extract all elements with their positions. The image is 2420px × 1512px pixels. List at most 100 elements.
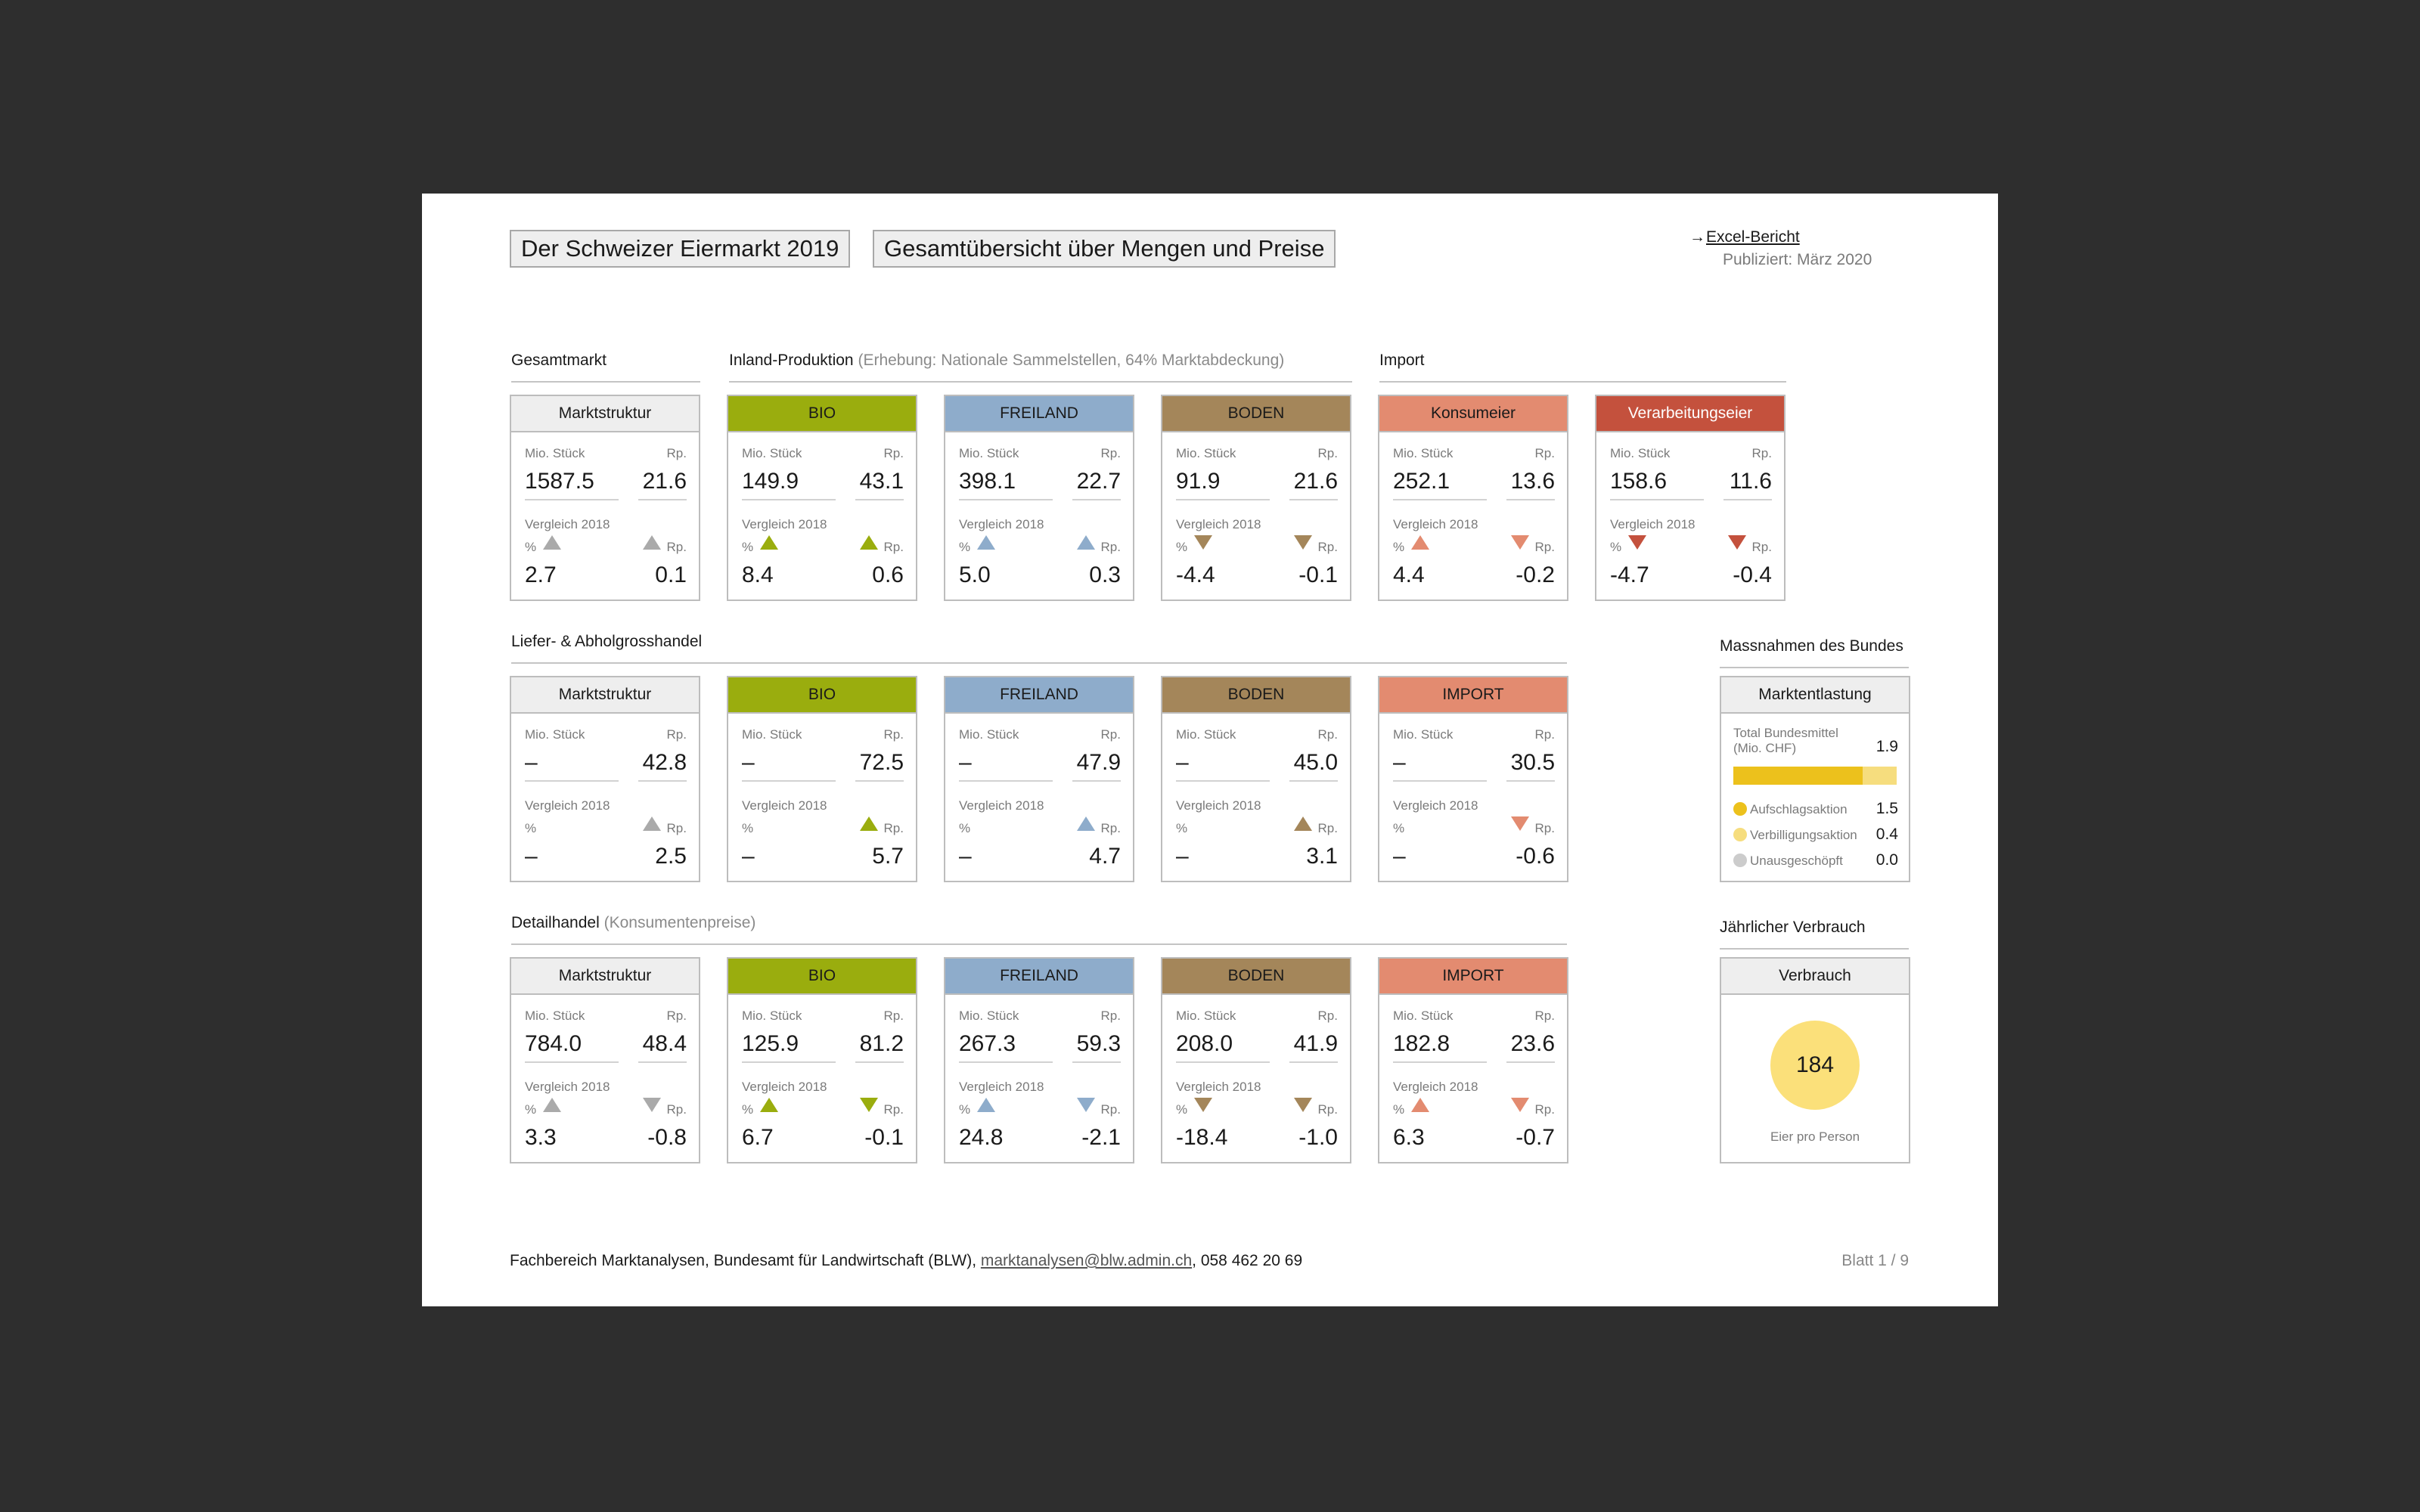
quantity-change-value: – bbox=[1393, 844, 1406, 869]
published-date: Publiziert: März 2020 bbox=[1723, 251, 1872, 268]
card-header: Marktstruktur bbox=[511, 677, 699, 714]
value-underline bbox=[1506, 780, 1555, 782]
market-card-freiland: FREILAND Mio. Stück Rp. – 47.9 Vergleich 2018… bbox=[944, 676, 1134, 882]
market-card-boden: BODEN Mio. Stück Rp. – 45.0 Vergleich 2018% Rp… bbox=[1161, 676, 1351, 882]
qty-unit-label: Mio. Stück bbox=[525, 727, 585, 742]
trend-up-icon bbox=[543, 535, 561, 550]
trend-up-icon bbox=[1077, 816, 1095, 831]
value-underline bbox=[525, 499, 619, 500]
comparison-label: Vergleich 2018 bbox=[959, 1080, 1044, 1094]
price-value: 42.8 bbox=[642, 750, 687, 775]
market-card-import: IMPORT Mio. Stück Rp. – 30.5 Vergleich 2018% R… bbox=[1378, 676, 1568, 882]
value-underline bbox=[959, 780, 1053, 782]
quantity-change-value: -4.7 bbox=[1610, 562, 1649, 587]
section-title: Liefer- & Abholgrosshandel bbox=[511, 633, 703, 650]
price-unit-label: Rp. bbox=[883, 1009, 904, 1023]
card-header: FREILAND bbox=[945, 677, 1133, 714]
excel-report-link[interactable]: → Excel-Bericht bbox=[1689, 228, 1800, 246]
qty-unit-label: Mio. Stück bbox=[1176, 1009, 1236, 1023]
arrow-right-icon: → bbox=[1689, 228, 1705, 246]
value-underline bbox=[1072, 780, 1121, 782]
card-header: Konsumeier bbox=[1379, 396, 1567, 432]
value-underline bbox=[855, 499, 904, 500]
comparison-label: Vergleich 2018 bbox=[1176, 1080, 1261, 1094]
card-header: Verarbeitungseier bbox=[1596, 396, 1784, 432]
qty-unit-label: Mio. Stück bbox=[1393, 727, 1454, 742]
price-change-value: 2.5 bbox=[655, 844, 687, 869]
percent-label: % bbox=[959, 1102, 971, 1117]
value-underline bbox=[1289, 780, 1338, 782]
value-underline bbox=[1610, 499, 1704, 500]
verbrauch-card: Verbrauch 184 Eier pro Person bbox=[1720, 957, 1910, 1163]
trend-down-icon bbox=[1728, 535, 1746, 550]
percent-label: % bbox=[525, 821, 537, 835]
legend-dot bbox=[1733, 802, 1747, 816]
price-unit-label: Rp. bbox=[1751, 446, 1772, 460]
comparison-label: Vergleich 2018 bbox=[1176, 517, 1261, 531]
quantity-change-value: -4.4 bbox=[1176, 562, 1215, 587]
legend-value: 0.0 bbox=[1876, 851, 1898, 869]
percent-label: % bbox=[1393, 540, 1405, 554]
quantity-change-value: 8.4 bbox=[742, 562, 774, 587]
quantity-value: 149.9 bbox=[742, 469, 799, 494]
section-header-jaehrlicher-verbrauch: Jährlicher Verbrauch bbox=[1720, 916, 1909, 950]
quantity-value: 91.9 bbox=[1176, 469, 1221, 494]
price-change-value: -0.4 bbox=[1733, 562, 1772, 587]
quantity-change-value: 5.0 bbox=[959, 562, 991, 587]
market-card-marktstruktur: Marktstruktur Mio. Stück Rp. 1587.5 21.6 Verg… bbox=[510, 395, 700, 601]
value-underline bbox=[1176, 499, 1270, 500]
total-value: 1.9 bbox=[1876, 738, 1898, 755]
quantity-value: 1587.5 bbox=[525, 469, 594, 494]
market-card-bio: BIO Mio. Stück Rp. 125.9 81.2 Vergleich 2018%… bbox=[727, 957, 917, 1163]
price-unit-label: Rp. bbox=[1100, 446, 1121, 460]
qty-unit-label: Mio. Stück bbox=[525, 446, 585, 460]
price-change-unit-label: Rp. bbox=[1534, 540, 1555, 554]
percent-label: % bbox=[959, 821, 971, 835]
market-card-boden: BODEN Mio. Stück Rp. 208.0 41.9 Vergleich 201… bbox=[1161, 957, 1351, 1163]
value-underline bbox=[855, 1061, 904, 1063]
market-card-marktstruktur: Marktstruktur Mio. Stück Rp. 784.0 48.4 Vergl… bbox=[510, 957, 700, 1163]
market-card-freiland: FREILAND Mio. Stück Rp. 398.1 22.7 Vergleich … bbox=[944, 395, 1134, 601]
market-card-bio: BIO Mio. Stück Rp. 149.9 43.1 Vergleich 2018%… bbox=[727, 395, 917, 601]
quantity-value: 125.9 bbox=[742, 1031, 799, 1056]
market-card-verarbeitungseier: Verarbeitungseier Mio. Stück Rp. 158.6 11.6 V… bbox=[1595, 395, 1786, 601]
total-unit-label: (Mio. CHF) bbox=[1733, 741, 1797, 755]
comparison-label: Vergleich 2018 bbox=[1393, 517, 1478, 531]
excel-link-label[interactable]: Excel-Bericht bbox=[1706, 228, 1800, 246]
price-value: 43.1 bbox=[859, 469, 904, 494]
market-card-boden: BODEN Mio. Stück Rp. 91.9 21.6 Vergleich 2018… bbox=[1161, 395, 1351, 601]
value-underline bbox=[1393, 780, 1487, 782]
total-label: Total Bundesmittel bbox=[1733, 726, 1838, 740]
market-card-import: IMPORT Mio. Stück Rp. 182.8 23.6 Vergleich 20… bbox=[1378, 957, 1568, 1163]
card-header: Marktstruktur bbox=[511, 959, 699, 995]
percent-label: % bbox=[1393, 821, 1405, 835]
section-title: Detailhandel bbox=[511, 914, 600, 931]
trend-down-icon bbox=[1194, 1098, 1212, 1112]
card-header: FREILAND bbox=[945, 959, 1133, 995]
footer-email-link[interactable]: marktanalysen@blw.admin.ch bbox=[980, 1252, 1193, 1269]
card-header: Marktstruktur bbox=[511, 396, 699, 432]
price-value: 30.5 bbox=[1510, 750, 1555, 775]
value-underline bbox=[959, 1061, 1053, 1063]
qty-unit-label: Mio. Stück bbox=[525, 1009, 585, 1023]
trend-up-icon bbox=[860, 816, 878, 831]
card-header: BIO bbox=[728, 959, 916, 995]
quantity-change-value: 4.4 bbox=[1393, 562, 1425, 587]
percent-label: % bbox=[742, 821, 754, 835]
value-underline bbox=[959, 499, 1053, 500]
market-card-marktstruktur: Marktstruktur Mio. Stück Rp. – 42.8 Vergleich… bbox=[510, 676, 700, 882]
qty-unit-label: Mio. Stück bbox=[959, 727, 1019, 742]
quantity-change-value: – bbox=[1176, 844, 1189, 869]
trend-up-icon bbox=[860, 535, 878, 550]
card-header: BIO bbox=[728, 396, 916, 432]
price-unit-label: Rp. bbox=[1534, 446, 1555, 460]
quantity-value: 252.1 bbox=[1393, 469, 1450, 494]
page-subtitle: Gesamtübersicht über Mengen und Preise bbox=[873, 230, 1336, 268]
comparison-label: Vergleich 2018 bbox=[959, 517, 1044, 531]
trend-up-icon bbox=[643, 816, 661, 831]
price-value: 21.6 bbox=[1293, 469, 1338, 494]
quantity-change-value: 6.3 bbox=[1393, 1125, 1425, 1150]
trend-up-icon bbox=[760, 1098, 778, 1112]
quantity-value: 267.3 bbox=[959, 1031, 1016, 1056]
value-underline bbox=[638, 499, 687, 500]
